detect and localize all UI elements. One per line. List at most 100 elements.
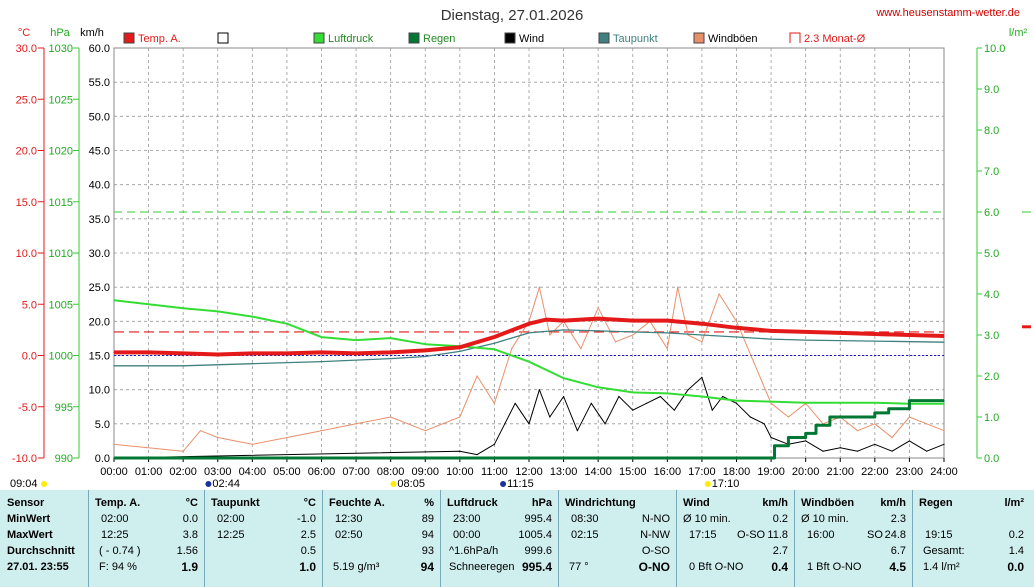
data-point (562, 377, 565, 379)
data-point (493, 342, 496, 344)
wind-tick-label: 60.0 (89, 43, 110, 55)
dir-cur-note: 77 ° (569, 561, 589, 573)
data-point (251, 363, 253, 365)
wind-tick-label: 15.0 (89, 351, 110, 363)
data-point (514, 402, 516, 404)
press-min: 995.4 (524, 513, 552, 525)
dew-avg: 0.5 (300, 545, 316, 557)
data-point (701, 395, 703, 398)
data-point (459, 416, 461, 418)
series-wind (113, 376, 945, 459)
data-point (493, 336, 496, 338)
gust-title: Windböen (801, 497, 855, 509)
press-tick-label: 1000 (49, 351, 73, 363)
data-point (874, 340, 876, 342)
rain-cur-note: 1.4 l/m² (923, 561, 960, 573)
x-tick-label: 02:00 (169, 466, 197, 478)
press-max-time: 00:00 (453, 529, 481, 541)
data-point (874, 333, 876, 335)
x-tick-label: 06:00 (308, 466, 336, 478)
dir-title: Windrichtung (565, 497, 636, 509)
rain-tick-label: 5.0 (984, 248, 999, 260)
data-point (511, 348, 513, 350)
data-point (926, 423, 928, 425)
time-markers: 09:04 02:44 08:05 11:15 17:10 (10, 478, 739, 490)
temp-max: 3.8 (182, 529, 198, 541)
data-point (943, 341, 945, 343)
data-point (673, 409, 675, 411)
wind-title: Wind (683, 497, 710, 509)
data-point (770, 402, 772, 404)
data-point (787, 416, 789, 418)
x-tick-label: 14:00 (584, 466, 612, 478)
press-avg: 999.6 (524, 545, 552, 557)
data-point (493, 443, 496, 445)
time-marker-dot (41, 481, 47, 487)
wind-tick-label: 30.0 (89, 248, 110, 260)
data-point (113, 351, 115, 354)
legend-label: Wind (519, 33, 544, 45)
legend-label: Regen (423, 33, 455, 45)
time-marker-label: 09:04 (10, 478, 38, 490)
wind-tick-label: 10.0 (89, 385, 110, 397)
wind-tick-label: 0.0 (95, 453, 110, 465)
data-point (891, 436, 893, 439)
data-point (182, 352, 184, 355)
wind-min: 0.2 (772, 513, 788, 525)
rain-title: Regen (919, 497, 953, 509)
data-point (711, 409, 713, 411)
data-point (528, 323, 530, 325)
rain-tick-label: 0.0 (984, 453, 999, 465)
data-point (874, 443, 876, 445)
gust-cur-note: 1 Bft O-NO (807, 561, 862, 573)
data-point (632, 320, 634, 322)
rain-max: 0.2 (1008, 529, 1024, 541)
temp-min: 0.0 (182, 513, 198, 525)
hum-cur-note: 5.19 g/m³ (333, 561, 380, 573)
x-tick-label: 08:00 (377, 466, 405, 478)
data-point (926, 450, 928, 452)
gust-min-note: Ø 10 min. (801, 513, 849, 525)
website-link[interactable]: www.heusenstamm-wetter.de (875, 7, 1020, 19)
x-tick-label: 18:00 (723, 466, 751, 478)
rain-tick-label: 4.0 (984, 289, 999, 301)
series-windb-en (113, 286, 945, 452)
data-point (659, 395, 662, 398)
data-point (856, 430, 859, 432)
data-point (504, 423, 506, 425)
wind-avg: 2.7 (772, 545, 788, 557)
dew-min: -1.0 (297, 513, 316, 525)
data-point (528, 423, 530, 425)
hum-avg: 93 (421, 545, 434, 557)
dew-min-time: 02:00 (217, 513, 245, 525)
x-tick-label: 21:00 (826, 466, 854, 478)
press-min-time: 23:00 (453, 513, 481, 525)
legend-swatch (693, 32, 705, 44)
wind-tick-label: 25.0 (89, 282, 110, 294)
legend-swatch (217, 32, 229, 44)
data-point (718, 293, 720, 295)
dir-max: N-NW (640, 529, 670, 541)
data-point (538, 286, 540, 288)
label-avg: Durchschnitt (7, 545, 75, 557)
data-point (113, 457, 115, 459)
data-point (767, 457, 769, 459)
wind-tick-label: 50.0 (89, 111, 110, 123)
data-point (908, 400, 911, 402)
data-point (424, 349, 426, 351)
data-point (943, 403, 945, 405)
x-tick-label: 04:00 (239, 466, 267, 478)
time-marker-dot (704, 481, 711, 487)
legend-swatch (123, 32, 135, 44)
grid (113, 47, 945, 459)
data-point (632, 334, 634, 336)
data-point (735, 402, 738, 404)
data-point (217, 436, 219, 439)
direction-column: Windrichtung 08:30 N-NO 02:15 N-NW O-SO … (559, 490, 677, 587)
data-point (590, 402, 592, 404)
x-tick-label: 11:00 (481, 466, 508, 478)
hum-min-time: 12:30 (335, 513, 363, 525)
x-tick-label: 05:00 (273, 466, 301, 478)
press-tick-label: 1005 (49, 299, 73, 311)
data-point (320, 336, 323, 338)
